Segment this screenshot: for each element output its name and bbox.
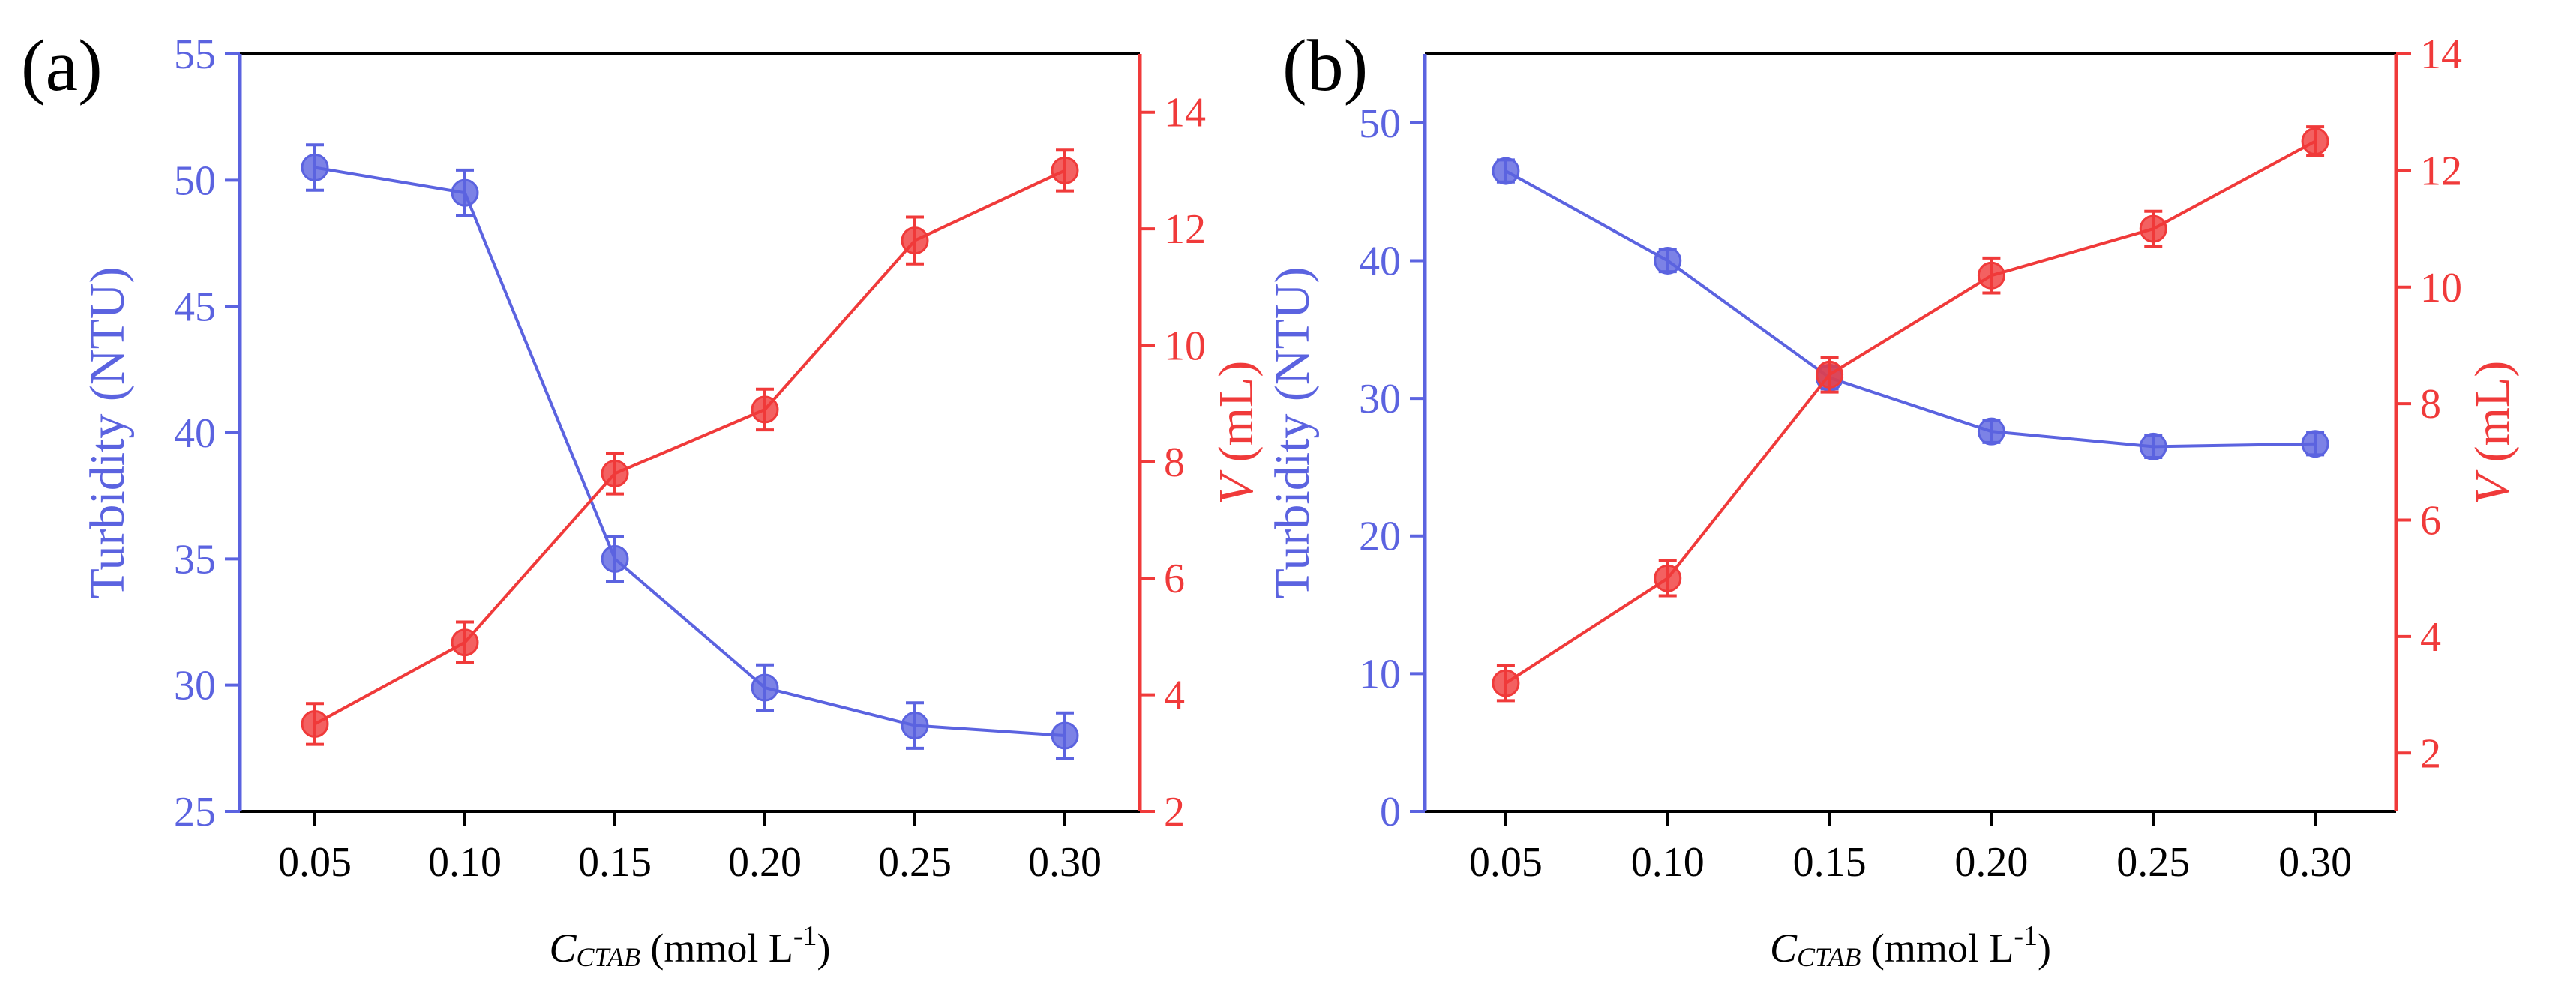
data-point-turbidity	[1977, 417, 2005, 446]
y-right-axis-unit: (mL)	[2465, 361, 2520, 475]
data-point-turbidity	[1051, 722, 1079, 750]
y-left-tick-label: 50	[174, 158, 216, 204]
x-axis-close: )	[2038, 926, 2051, 970]
y-right-tick-label: 6	[1164, 556, 1185, 602]
data-point-turbidity	[1654, 246, 1682, 274]
y-right-axis-title: V (mL)	[2465, 361, 2520, 505]
series-line-v	[314, 169, 1066, 726]
y-left-tick-label: 40	[1359, 238, 1401, 284]
y-right-tick-label: 14	[2420, 32, 2462, 78]
data-point-v	[2139, 214, 2167, 243]
data-point-v	[1492, 669, 1520, 698]
y-left-tick-label: 10	[1359, 651, 1401, 698]
data-point-turbidity	[2139, 432, 2167, 460]
y-right-tick-label: 12	[2420, 148, 2462, 194]
x-tick-label: 0.05	[1469, 839, 1543, 886]
data-point-turbidity	[901, 712, 929, 740]
data-point-turbidity	[2301, 430, 2329, 458]
series-line-turbidity	[314, 166, 1066, 737]
data-point-turbidity	[751, 674, 779, 702]
data-point-turbidity	[1492, 157, 1520, 185]
y-right-tick-label: 10	[1164, 322, 1206, 369]
y-left-tick-label: 50	[1359, 100, 1401, 147]
y-right-axis-unit: (mL)	[1209, 361, 1264, 475]
x-axis-symbol: C	[550, 926, 577, 970]
x-tick-label: 0.10	[1631, 839, 1705, 886]
y-right-axis-title: V (mL)	[1209, 361, 1264, 505]
x-tick-label: 0.25	[2116, 839, 2190, 886]
x-tick-label: 0.30	[1028, 839, 1102, 886]
x-axis-unit: (mmol L	[640, 926, 793, 970]
data-point-v	[1816, 360, 1844, 388]
y-left-tick-label: 30	[174, 663, 216, 710]
x-axis-subscript: CTAB	[1797, 942, 1861, 972]
data-point-v	[751, 395, 779, 424]
data-point-turbidity	[451, 178, 479, 207]
y-left-tick-label: 20	[1359, 514, 1401, 560]
data-point-v	[2301, 128, 2329, 156]
panel-label: (b)	[1282, 26, 1368, 106]
x-axis-title: CCTAB (mmol L-1)	[550, 920, 831, 972]
data-point-v	[1977, 261, 2005, 290]
y-right-tick-label: 12	[1164, 206, 1206, 253]
y-left-tick-label: 55	[174, 32, 216, 78]
y-right-tick-label: 8	[2420, 381, 2441, 428]
y-right-tick-label: 8	[1164, 440, 1185, 486]
x-tick-label: 0.20	[728, 839, 802, 886]
x-axis-superscript: -1	[2014, 920, 2038, 952]
x-tick-label: 0.30	[2278, 839, 2352, 886]
data-point-v	[451, 628, 479, 657]
y-right-tick-label: 2	[1164, 789, 1185, 836]
y-left-tick-label: 25	[174, 789, 216, 836]
y-right-axis-symbol: V	[1209, 470, 1264, 505]
x-axis-close: )	[817, 926, 831, 970]
x-tick-label: 0.15	[1793, 839, 1867, 886]
x-axis-unit: (mmol L	[1861, 926, 2014, 970]
y-left-tick-label: 45	[174, 284, 216, 331]
y-right-axis-symbol: V	[2465, 470, 2520, 505]
series-line-v	[1504, 140, 2317, 685]
x-tick-label: 0.20	[1954, 839, 2028, 886]
data-point-v	[1051, 156, 1079, 184]
data-point-turbidity	[301, 154, 329, 182]
y-left-tick-label: 40	[174, 410, 216, 457]
data-point-v	[1654, 564, 1682, 592]
data-point-turbidity	[601, 544, 629, 573]
x-tick-label: 0.25	[878, 839, 952, 886]
x-axis-subscript: CTAB	[577, 942, 640, 972]
x-axis-title: CCTAB (mmol L-1)	[1770, 920, 2051, 972]
panel-label: (a)	[21, 26, 103, 106]
data-point-v	[601, 459, 629, 488]
panel-b: (b) 0.05 0.10 0.15 0.20 0.25 0.30 0 10 20 30 40 50 2 4…	[1265, 26, 2520, 972]
y-right-tick-label: 10	[2420, 265, 2462, 311]
x-axis-superscript: -1	[793, 920, 817, 952]
y-left-axis-title: Turbidity (NTU)	[80, 266, 135, 598]
data-point-v	[901, 226, 929, 255]
y-right-tick-label: 4	[2420, 614, 2441, 661]
data-point-v	[301, 710, 329, 738]
x-tick-label: 0.05	[278, 839, 352, 886]
x-tick-label: 0.10	[428, 839, 502, 886]
y-right-tick-label: 14	[1164, 90, 1206, 136]
y-left-tick-label: 35	[174, 536, 216, 583]
y-left-axis-title: Turbidity (NTU)	[1265, 266, 1320, 598]
y-left-tick-label: 30	[1359, 376, 1401, 422]
y-right-tick-label: 4	[1164, 673, 1185, 719]
series-line-turbidity	[1504, 170, 2316, 448]
x-axis-symbol: C	[1770, 926, 1798, 970]
y-right-tick-label: 6	[2420, 498, 2441, 544]
y-left-tick-label: 0	[1380, 789, 1401, 836]
panel-a: (a) 0.05 0.10 0.15 0.20 0.25 0.30 25 30 35 40 45 50 5…	[21, 26, 1264, 972]
x-tick-label: 0.15	[578, 839, 652, 886]
y-right-tick-label: 2	[2420, 730, 2441, 777]
